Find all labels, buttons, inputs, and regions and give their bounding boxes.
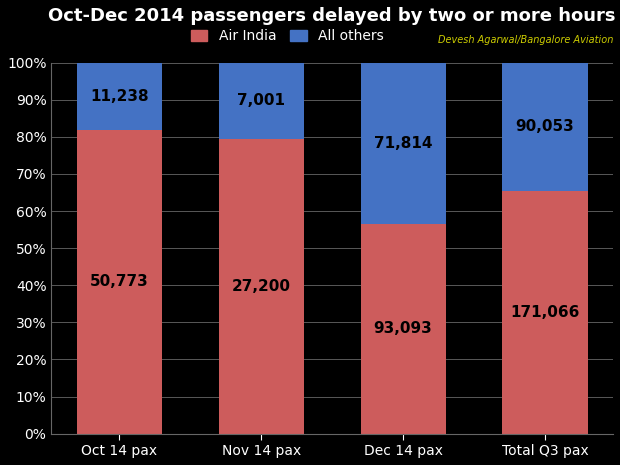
Text: 7,001: 7,001 — [237, 93, 285, 108]
Bar — [219, 63, 304, 139]
Bar — [502, 191, 588, 434]
Text: 171,066: 171,066 — [510, 305, 580, 319]
Legend: Air India, All others: Air India, All others — [187, 25, 388, 47]
Text: 27,200: 27,200 — [232, 279, 291, 293]
Title: Oct-Dec 2014 passengers delayed by two or more hours: Oct-Dec 2014 passengers delayed by two o… — [48, 7, 616, 25]
Bar — [77, 63, 162, 130]
Text: Devesh Agarwal/Bangalore Aviation: Devesh Agarwal/Bangalore Aviation — [438, 35, 613, 45]
Text: 90,053: 90,053 — [516, 119, 574, 134]
Bar — [502, 63, 588, 191]
Text: 71,814: 71,814 — [374, 136, 432, 151]
Text: 11,238: 11,238 — [90, 89, 149, 104]
Text: 93,093: 93,093 — [374, 321, 433, 336]
Bar — [77, 130, 162, 434]
Text: 50,773: 50,773 — [90, 274, 149, 289]
Bar — [219, 139, 304, 434]
Bar — [361, 224, 446, 434]
Bar — [361, 63, 446, 224]
